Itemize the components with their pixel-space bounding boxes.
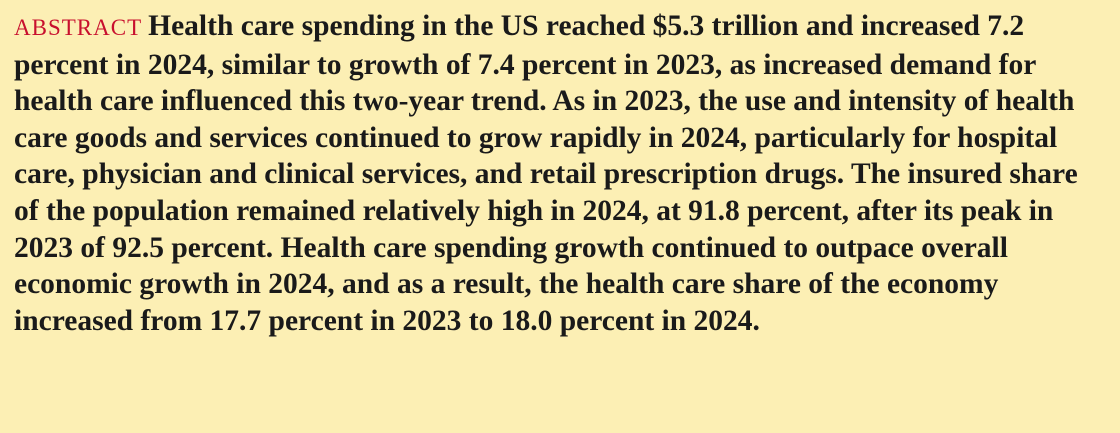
abstract-text: Health care spending in the US reached $… [14, 10, 1078, 337]
abstract-paragraph: ABSTRACT Health care spending in the US r… [14, 8, 1104, 339]
abstract-label: ABSTRACT [14, 15, 143, 40]
